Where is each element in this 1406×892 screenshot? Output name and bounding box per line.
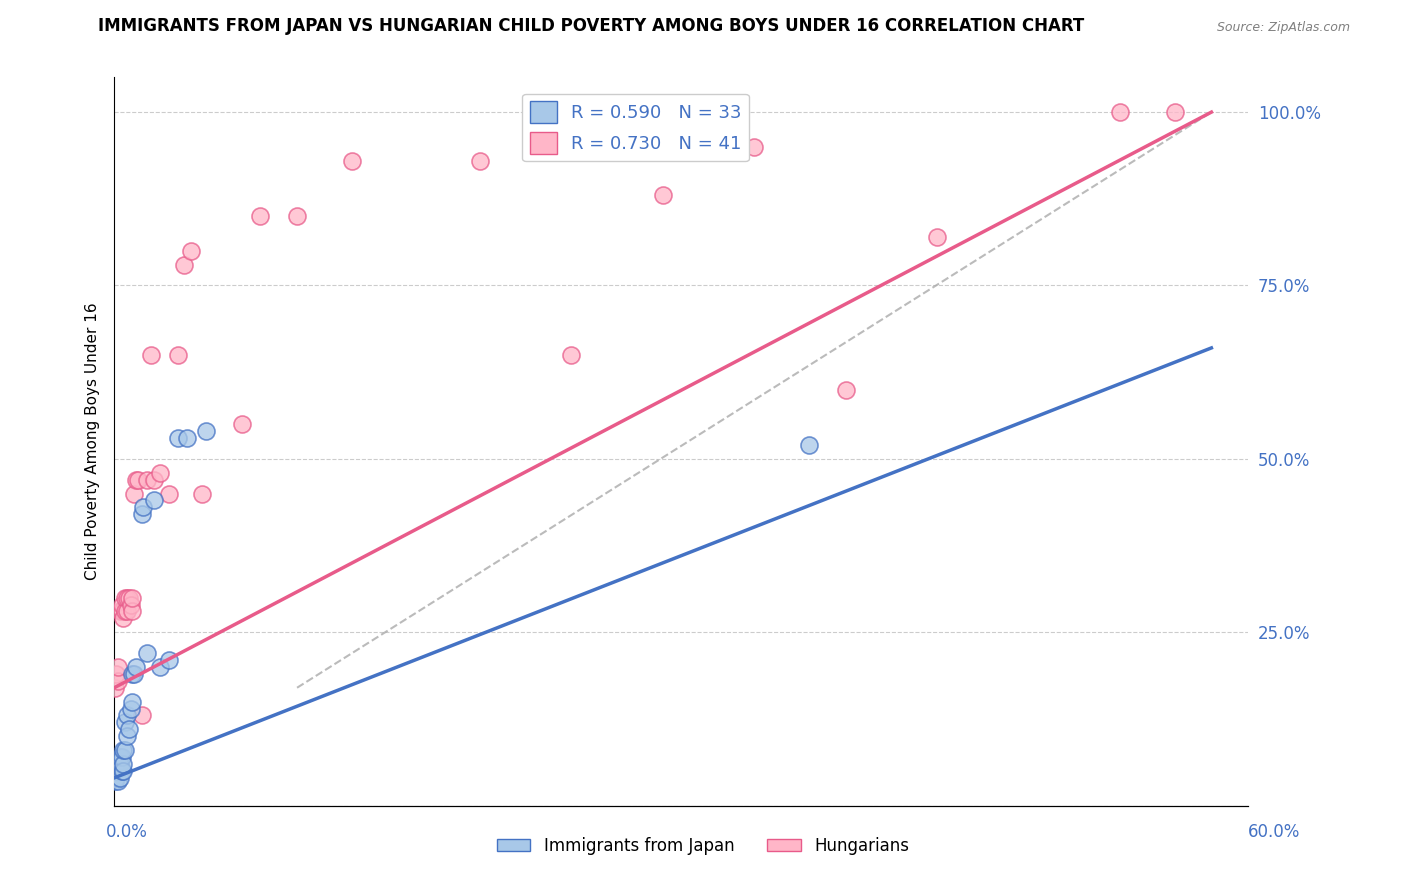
Point bbox=[927, 230, 949, 244]
Point bbox=[121, 666, 143, 681]
Point bbox=[139, 348, 162, 362]
Text: Source: ZipAtlas.com: Source: ZipAtlas.com bbox=[1216, 21, 1350, 34]
Point bbox=[1109, 105, 1132, 120]
Point bbox=[108, 757, 131, 772]
Point bbox=[112, 743, 135, 757]
Text: 0.0%: 0.0% bbox=[105, 822, 148, 840]
Point bbox=[114, 743, 136, 757]
Point bbox=[112, 757, 135, 772]
Point bbox=[124, 486, 146, 500]
Point bbox=[120, 598, 142, 612]
Point bbox=[112, 764, 135, 778]
Point bbox=[112, 611, 135, 625]
Point bbox=[114, 715, 136, 730]
Point bbox=[285, 209, 308, 223]
Point bbox=[105, 771, 128, 785]
Point bbox=[249, 209, 271, 223]
Point bbox=[180, 244, 202, 258]
Point bbox=[136, 646, 159, 660]
Y-axis label: Child Poverty Among Boys Under 16: Child Poverty Among Boys Under 16 bbox=[86, 302, 100, 581]
Point bbox=[121, 695, 143, 709]
Point bbox=[131, 708, 153, 723]
Point bbox=[115, 708, 138, 723]
Point bbox=[127, 473, 149, 487]
Point bbox=[1164, 105, 1187, 120]
Point bbox=[114, 604, 136, 618]
Point bbox=[104, 774, 127, 789]
Point bbox=[194, 424, 217, 438]
Point bbox=[742, 140, 765, 154]
Point bbox=[167, 431, 190, 445]
Point bbox=[468, 153, 491, 168]
Point bbox=[115, 604, 138, 618]
Point bbox=[167, 348, 190, 362]
Point bbox=[125, 473, 148, 487]
Text: 60.0%: 60.0% bbox=[1249, 822, 1301, 840]
Point bbox=[110, 764, 132, 778]
Point bbox=[560, 348, 582, 362]
Point bbox=[125, 660, 148, 674]
Point bbox=[797, 438, 820, 452]
Point bbox=[110, 750, 132, 764]
Point bbox=[118, 591, 141, 605]
Point bbox=[108, 750, 131, 764]
Point bbox=[105, 764, 128, 778]
Point bbox=[121, 604, 143, 618]
Point bbox=[651, 188, 673, 202]
Legend: Immigrants from Japan, Hungarians: Immigrants from Japan, Hungarians bbox=[491, 830, 915, 862]
Legend: R = 0.590   N = 33, R = 0.730   N = 41: R = 0.590 N = 33, R = 0.730 N = 41 bbox=[523, 94, 749, 161]
Point bbox=[231, 417, 253, 432]
Point bbox=[105, 666, 128, 681]
Point bbox=[340, 153, 363, 168]
Point bbox=[136, 473, 159, 487]
Point bbox=[191, 486, 214, 500]
Point bbox=[176, 431, 198, 445]
Point bbox=[121, 591, 143, 605]
Point bbox=[104, 681, 127, 695]
Point bbox=[834, 383, 856, 397]
Point bbox=[149, 466, 172, 480]
Point bbox=[110, 598, 132, 612]
Point bbox=[131, 508, 153, 522]
Point bbox=[107, 774, 129, 789]
Point bbox=[118, 723, 141, 737]
Point bbox=[108, 771, 131, 785]
Point bbox=[132, 500, 155, 515]
Point bbox=[157, 653, 180, 667]
Point bbox=[115, 729, 138, 743]
Point bbox=[173, 258, 195, 272]
Point bbox=[157, 486, 180, 500]
Point bbox=[107, 673, 129, 688]
Point bbox=[107, 660, 129, 674]
Point bbox=[115, 591, 138, 605]
Point bbox=[124, 666, 146, 681]
Point bbox=[108, 604, 131, 618]
Text: IMMIGRANTS FROM JAPAN VS HUNGARIAN CHILD POVERTY AMONG BOYS UNDER 16 CORRELATION: IMMIGRANTS FROM JAPAN VS HUNGARIAN CHILD… bbox=[98, 17, 1084, 35]
Point bbox=[107, 757, 129, 772]
Point bbox=[149, 660, 172, 674]
Point bbox=[120, 701, 142, 715]
Point bbox=[114, 591, 136, 605]
Point bbox=[143, 493, 166, 508]
Point bbox=[110, 604, 132, 618]
Point bbox=[143, 473, 166, 487]
